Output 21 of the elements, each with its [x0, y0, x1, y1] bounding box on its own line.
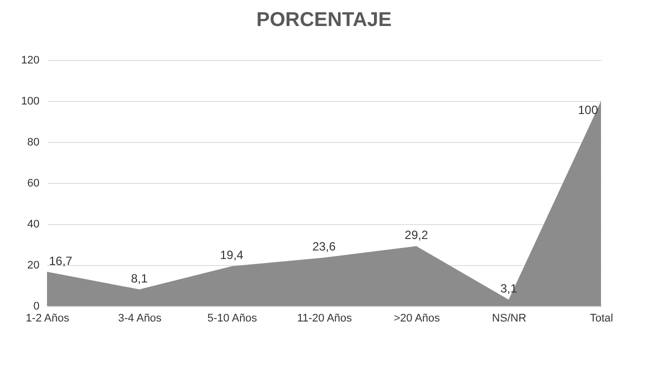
y-tick-label: 20 — [27, 260, 40, 272]
x-tick-label: 5-10 Años — [207, 312, 258, 324]
y-tick-label: 100 — [21, 96, 40, 108]
chart-title: PORCENTAJE — [256, 9, 392, 31]
y-tick-label: 120 — [21, 54, 40, 66]
x-tick-label: 3-4 Años — [118, 312, 162, 324]
data-label: 29,2 — [404, 228, 428, 242]
data-label: 16,7 — [49, 254, 73, 268]
x-tick-label: >20 Años — [394, 312, 440, 324]
x-tick-label: Total — [590, 312, 614, 324]
data-label: 19,4 — [220, 248, 244, 262]
data-label: 8,1 — [130, 271, 148, 286]
y-tick-label: 40 — [27, 218, 40, 230]
y-tick-label: 80 — [27, 136, 40, 148]
data-label: 100 — [578, 103, 598, 117]
y-tick-label: 0 — [33, 300, 40, 312]
x-tick-label: NS/NR — [492, 312, 526, 324]
x-tick-label: 1-2 Años — [26, 312, 70, 324]
y-tick-label: 60 — [27, 178, 40, 190]
x-tick-label: 11-20 Años — [297, 312, 352, 324]
data-label: 23,6 — [312, 240, 336, 254]
